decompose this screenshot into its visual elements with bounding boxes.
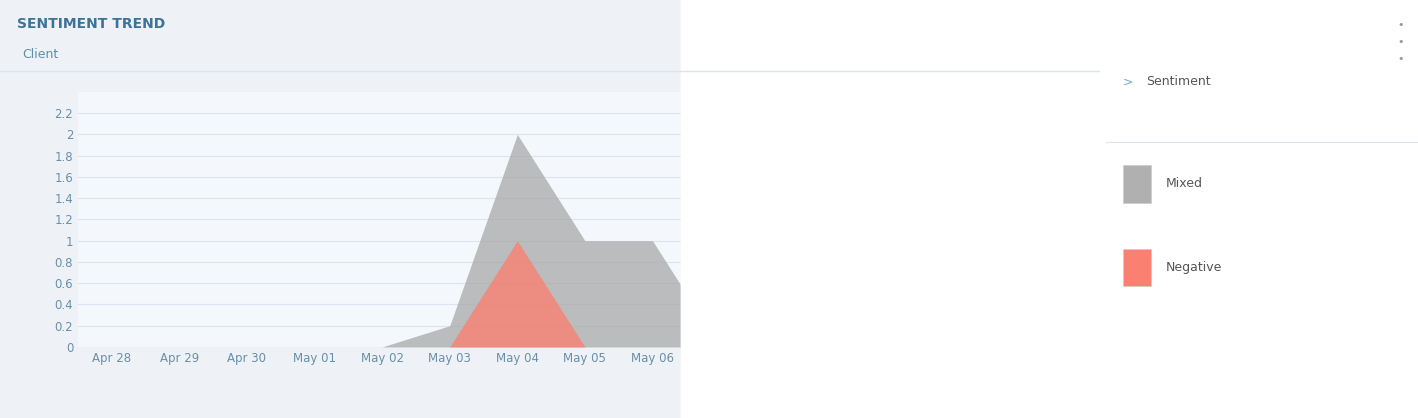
Text: •: • — [1398, 37, 1404, 47]
Text: •: • — [1398, 20, 1404, 30]
Text: Sentiment: Sentiment — [1146, 75, 1211, 88]
Text: SENTIMENT TREND: SENTIMENT TREND — [17, 17, 166, 31]
Text: Negative: Negative — [1166, 261, 1222, 274]
Text: •: • — [1398, 54, 1404, 64]
Text: Mixed: Mixed — [1166, 177, 1202, 191]
Text: >: > — [1123, 75, 1133, 88]
Text: Client: Client — [23, 48, 58, 61]
